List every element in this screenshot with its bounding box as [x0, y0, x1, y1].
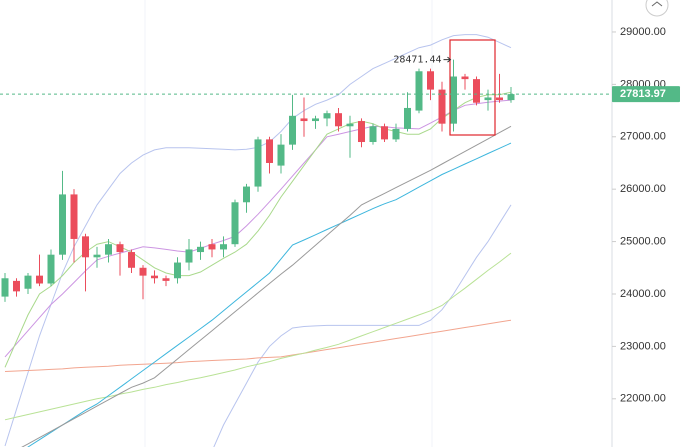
max-arrow: [443, 56, 452, 63]
candle-body: [323, 113, 331, 119]
candle-body: [174, 262, 181, 279]
candle-body: [507, 94, 515, 101]
candle-body: [438, 89, 446, 124]
y-tick-label: 23000.00: [620, 340, 666, 352]
candle-body: [162, 278, 170, 281]
candle-body: [59, 194, 66, 255]
last-price-label: 27813.97: [620, 88, 666, 100]
candle-body: [243, 186, 250, 203]
candle-body: [369, 126, 377, 143]
y-tick-label: 25000.00: [620, 235, 666, 247]
last-price-box: [612, 86, 680, 103]
max-label: 28471.44: [393, 55, 441, 66]
button-icon: [651, 1, 663, 7]
candle-body: [220, 244, 227, 250]
candle-body: [24, 275, 32, 289]
candle-body: [277, 144, 285, 166]
candle-body: [13, 280, 20, 292]
candle-body: [450, 76, 457, 124]
indicator-line: [27, 142, 512, 447]
candle-body: [346, 123, 354, 127]
indicators: [4, 34, 512, 447]
candle-body: [93, 254, 101, 258]
candle-body: [358, 121, 365, 143]
candle-body: [197, 246, 204, 253]
scroll-button[interactable]: [645, 0, 669, 17]
candle-body: [70, 194, 78, 239]
candle-body: [427, 71, 434, 90]
y-tick-label: 22000.00: [620, 393, 666, 405]
y-tick-label: 29000.00: [620, 26, 666, 38]
indicator-line: [21, 125, 512, 447]
candle-body: [484, 97, 492, 101]
candle-body: [381, 126, 388, 140]
candle-body: [185, 249, 193, 263]
candle-body: [1, 278, 9, 297]
candle-body: [36, 275, 43, 284]
candle-body: [47, 254, 55, 284]
y-tick-label: 26000.00: [620, 183, 666, 195]
candle-body: [404, 107, 411, 129]
candle-body: [116, 244, 124, 253]
indicator-line: [4, 34, 512, 447]
y-tick-label: 27000.00: [620, 131, 666, 143]
candle-body: [151, 275, 158, 279]
candle-body: [312, 118, 319, 122]
indicator-line: [4, 99, 512, 358]
candles: [1, 59, 515, 302]
candle-body: [231, 202, 239, 245]
y-tick-label: 24000.00: [620, 288, 666, 300]
candle-body: [82, 236, 89, 258]
candle-body: [105, 244, 112, 255]
candle-body: [461, 76, 469, 80]
candle-body: [128, 252, 135, 268]
candle-body: [266, 139, 273, 163]
indicator-line: [4, 319, 512, 372]
highlight-box: [449, 39, 496, 136]
indicator-line: [213, 204, 512, 447]
candle-body: [139, 267, 147, 276]
candle-body: [473, 79, 480, 103]
candle-body: [335, 113, 342, 127]
candle-body: [208, 244, 216, 250]
candle-body: [289, 115, 296, 145]
indicator-line: [4, 252, 512, 421]
candle-body: [300, 118, 308, 122]
candle-body: [496, 97, 503, 101]
candle-body: [415, 71, 423, 111]
candle-body: [392, 128, 400, 140]
candle-body: [254, 139, 262, 187]
indicator-line: [4, 91, 512, 368]
